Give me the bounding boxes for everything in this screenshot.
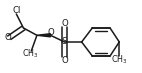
Text: S: S	[62, 37, 67, 47]
Text: Cl: Cl	[12, 6, 20, 15]
Polygon shape	[37, 34, 50, 37]
Text: O: O	[61, 19, 68, 28]
Text: CH$_3$: CH$_3$	[111, 53, 128, 66]
Text: O: O	[47, 28, 54, 37]
Text: O: O	[4, 33, 11, 42]
Text: O: O	[61, 56, 68, 65]
Text: CH$_3$: CH$_3$	[22, 47, 39, 60]
